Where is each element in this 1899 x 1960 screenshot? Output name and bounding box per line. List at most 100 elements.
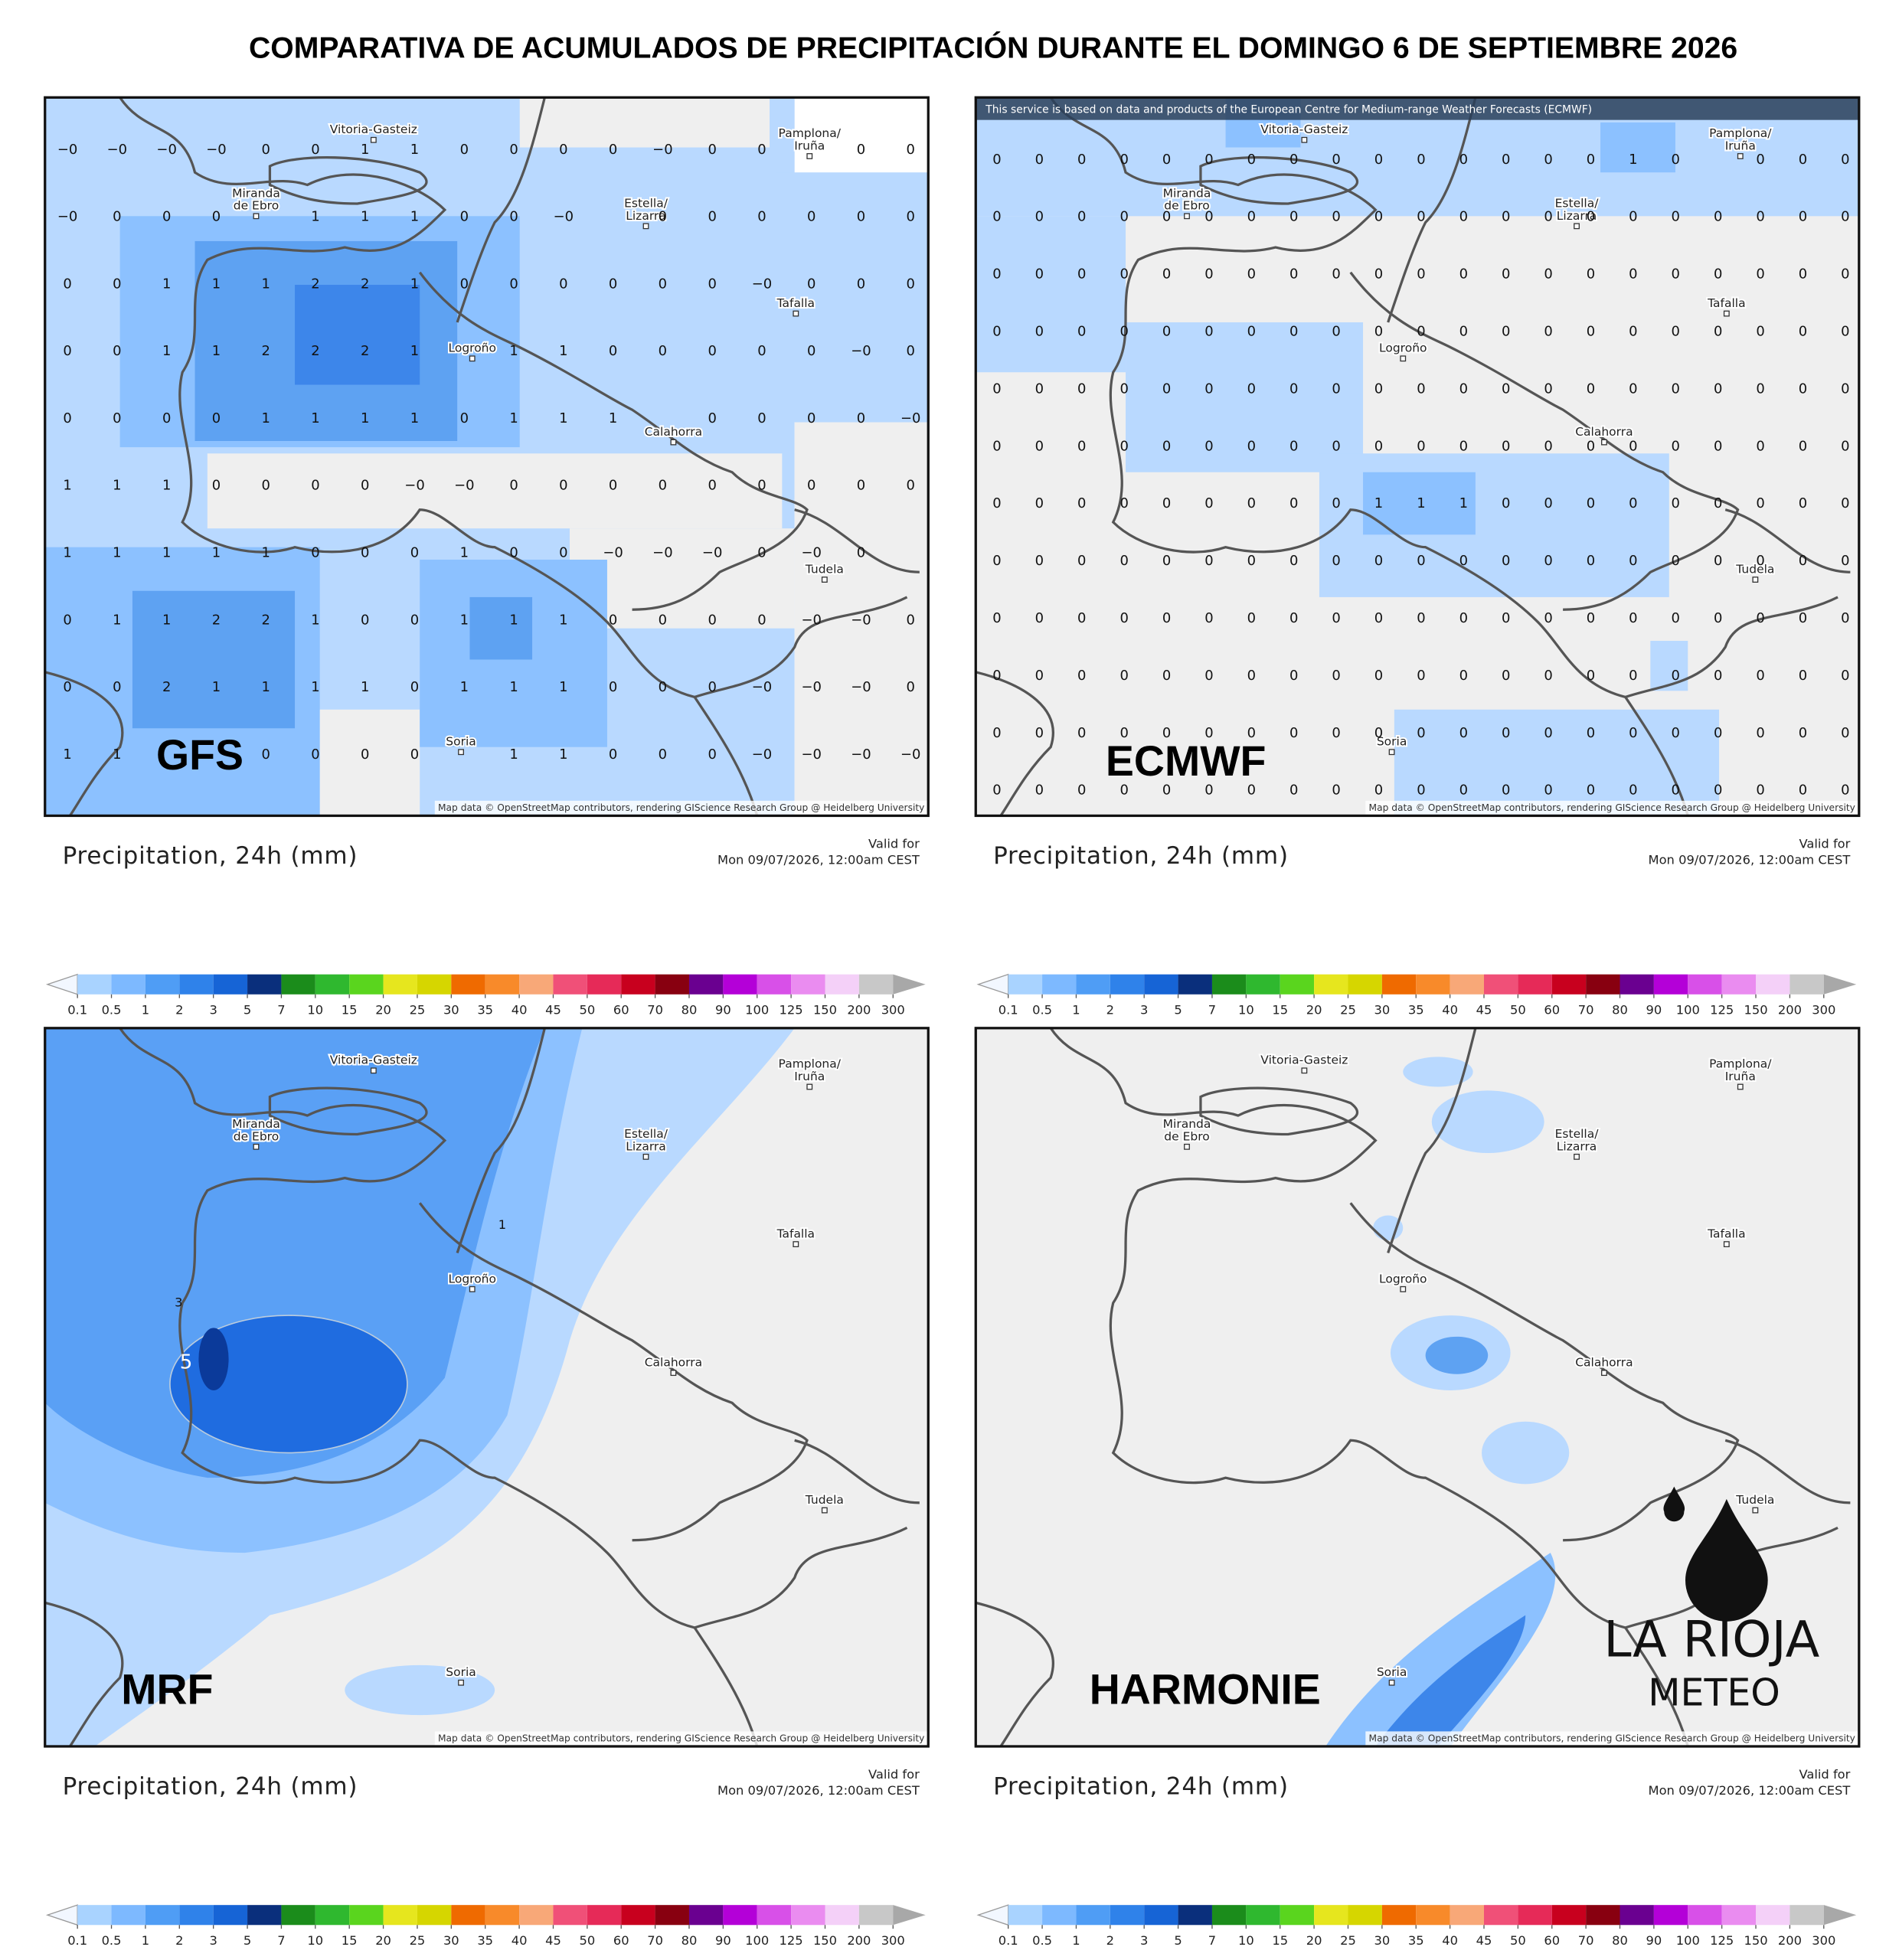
valid-label: Valid for: [1799, 1767, 1851, 1782]
legend-tick-label: 30: [443, 1002, 459, 1017]
contour-label: 3: [175, 1295, 182, 1309]
city-label: Estella/: [624, 196, 668, 210]
city-label: Iruña: [1725, 139, 1756, 152]
legend-tick-label: 70: [1578, 1002, 1594, 1017]
grid-value: 0: [1332, 266, 1340, 283]
grid-value: 1: [410, 343, 419, 359]
grid-value: 0: [609, 276, 617, 292]
grid-value: 1: [509, 612, 518, 628]
grid-value: 1: [311, 612, 319, 628]
grid-value: 0: [857, 209, 865, 225]
legend-swatch: [688, 1905, 724, 1926]
precip-area: [1394, 709, 1720, 816]
grid-value: 0: [907, 343, 915, 359]
grid-value: 0: [1289, 381, 1298, 397]
legend-swatch: [757, 974, 792, 995]
legend-tick-label: 5: [1174, 1002, 1182, 1017]
page-title: COMPARATIVA DE ACUMULADOS DE PRECIPITACI…: [249, 31, 1737, 65]
grid-value: 2: [162, 679, 171, 695]
grid-value: 0: [1417, 553, 1425, 569]
border-line: [1724, 1439, 1851, 1504]
grid-value: 1: [63, 746, 71, 763]
border-line: [693, 696, 759, 816]
legend-tick-label: 1: [1072, 1002, 1080, 1017]
grid-value: 0: [992, 553, 1001, 569]
precip-area: [1375, 1615, 1526, 1746]
grid-value: 0: [857, 478, 865, 494]
grid-value: 0: [509, 276, 518, 292]
grid-value: 0: [1247, 782, 1256, 799]
grid-value: 1: [559, 612, 567, 628]
grid-value: 0: [1544, 438, 1552, 454]
grid-value: 0: [1162, 152, 1171, 168]
grid-value: 0: [1502, 553, 1510, 569]
city-dot: [1301, 136, 1308, 143]
grid-value: 2: [261, 343, 270, 359]
grid-value: 1: [113, 544, 121, 560]
legend-swatch: [1586, 1905, 1620, 1926]
logo-line2: METEO: [1648, 1671, 1780, 1715]
legend-tick-label: 7: [1208, 1002, 1216, 1017]
legend-tick-label: 100: [745, 1002, 769, 1017]
legend-title: Precipitation, 24h (mm): [993, 1772, 1289, 1800]
city-dot: [1574, 223, 1580, 230]
border-line: [976, 671, 1054, 816]
legend-title: Precipitation, 24h (mm): [63, 1772, 358, 1800]
legend-swatch: [1790, 974, 1824, 995]
city-label: Vitoria-Gasteiz: [1260, 122, 1348, 136]
grid-value: 0: [1629, 438, 1637, 454]
grid-value: 0: [1672, 725, 1680, 741]
grid-value: 0: [460, 142, 469, 158]
grid-value: 0: [1162, 438, 1171, 454]
grid-value: 0: [1714, 782, 1722, 799]
grid-value: 0: [992, 209, 1001, 225]
grid-value: 0: [1374, 324, 1383, 340]
grid-value: 0: [460, 209, 469, 225]
legend-swatch: [213, 974, 248, 995]
grid-value: 0: [857, 544, 865, 560]
grid-value: 0: [1756, 495, 1764, 511]
grid-value: 1: [361, 679, 369, 695]
grid-value: 1: [1459, 495, 1468, 511]
grid-value: 0: [1544, 668, 1552, 684]
legend-swatch: [145, 1905, 180, 1926]
city-label: Vitoria-Gasteiz: [1260, 1054, 1348, 1067]
grid-value: 0: [1714, 495, 1722, 511]
grid-value: 0: [1714, 725, 1722, 741]
grid-value: 0: [1204, 725, 1213, 741]
grid-value: 0: [1417, 152, 1425, 168]
grid-value: 0: [1077, 495, 1086, 511]
panel-frame: [44, 96, 930, 818]
legend-swatch: [1416, 1905, 1450, 1926]
grid-value: 0: [1799, 668, 1807, 684]
grid-value: 0: [1672, 324, 1680, 340]
legend-tick-label: 90: [715, 1002, 731, 1017]
grid-value: 0: [311, 746, 319, 763]
grid-value: 0: [609, 343, 617, 359]
city-dot: [1737, 1083, 1744, 1090]
map-body: This service is based on data and produc…: [976, 97, 1859, 816]
grid-value: 0: [1672, 668, 1680, 684]
precip-area: [976, 1027, 1859, 1746]
grid-value: 0: [1035, 324, 1044, 340]
legend-swatch: [247, 974, 282, 995]
valid-label: Valid for: [868, 1767, 920, 1782]
grid-value: 0: [1841, 438, 1849, 454]
grid-value: 0: [1841, 152, 1849, 168]
legend-tick-label: 25: [410, 1933, 426, 1948]
legend-tick-label: 30: [1374, 1002, 1390, 1017]
grid-value: 0: [1672, 266, 1680, 283]
city-label: Miranda: [1163, 1117, 1211, 1131]
banner-bg: [976, 97, 1859, 120]
legend-swatch: [519, 974, 554, 995]
grid-value: 0: [1247, 438, 1256, 454]
grid-value: −0: [801, 746, 821, 763]
grid-value: 0: [1799, 725, 1807, 741]
border-line: [268, 1086, 428, 1136]
legend-tick-label: 125: [780, 1002, 803, 1017]
logo-drop-small: [1663, 1486, 1685, 1522]
precip-area: [169, 1315, 408, 1454]
grid-value: 0: [1544, 610, 1552, 626]
grid-value: 0: [1119, 668, 1128, 684]
legend-tick-label: 150: [813, 1933, 837, 1948]
